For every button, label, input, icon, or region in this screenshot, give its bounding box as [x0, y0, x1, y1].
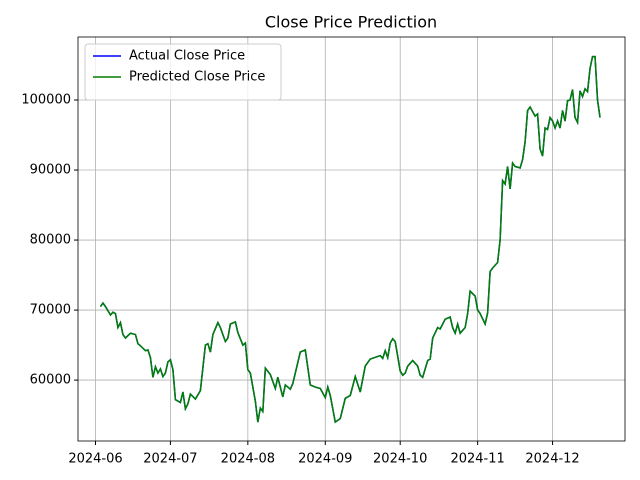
legend-label: Actual Close Price: [129, 49, 245, 64]
chart-title: Close Price Prediction: [265, 13, 437, 32]
x-tick-label: 2024-08: [221, 452, 275, 467]
y-tick-label: 60000: [30, 373, 71, 388]
legend: Actual Close Price Predicted Close Price: [84, 43, 282, 101]
x-tick-label: 2024-12: [525, 452, 579, 467]
y-tick-label: 90000: [30, 163, 71, 178]
x-tick-label: 2024-07: [143, 452, 197, 467]
y-tick-label: 70000: [30, 303, 71, 318]
x-tick-label: 2024-06: [68, 452, 122, 467]
plot-frame: [77, 36, 626, 442]
x-tick-label: 2024-11: [450, 452, 504, 467]
legend-label: Predicted Close Price: [129, 70, 265, 85]
x-tick-label: 2024-10: [373, 452, 427, 467]
line: [99, 55, 601, 424]
y-tick-label: 100000: [21, 93, 71, 108]
line: [99, 55, 601, 424]
y-tick-label: 80000: [30, 233, 71, 248]
x-tick-label: 2024-09: [298, 452, 352, 467]
legend-box: [84, 43, 282, 101]
